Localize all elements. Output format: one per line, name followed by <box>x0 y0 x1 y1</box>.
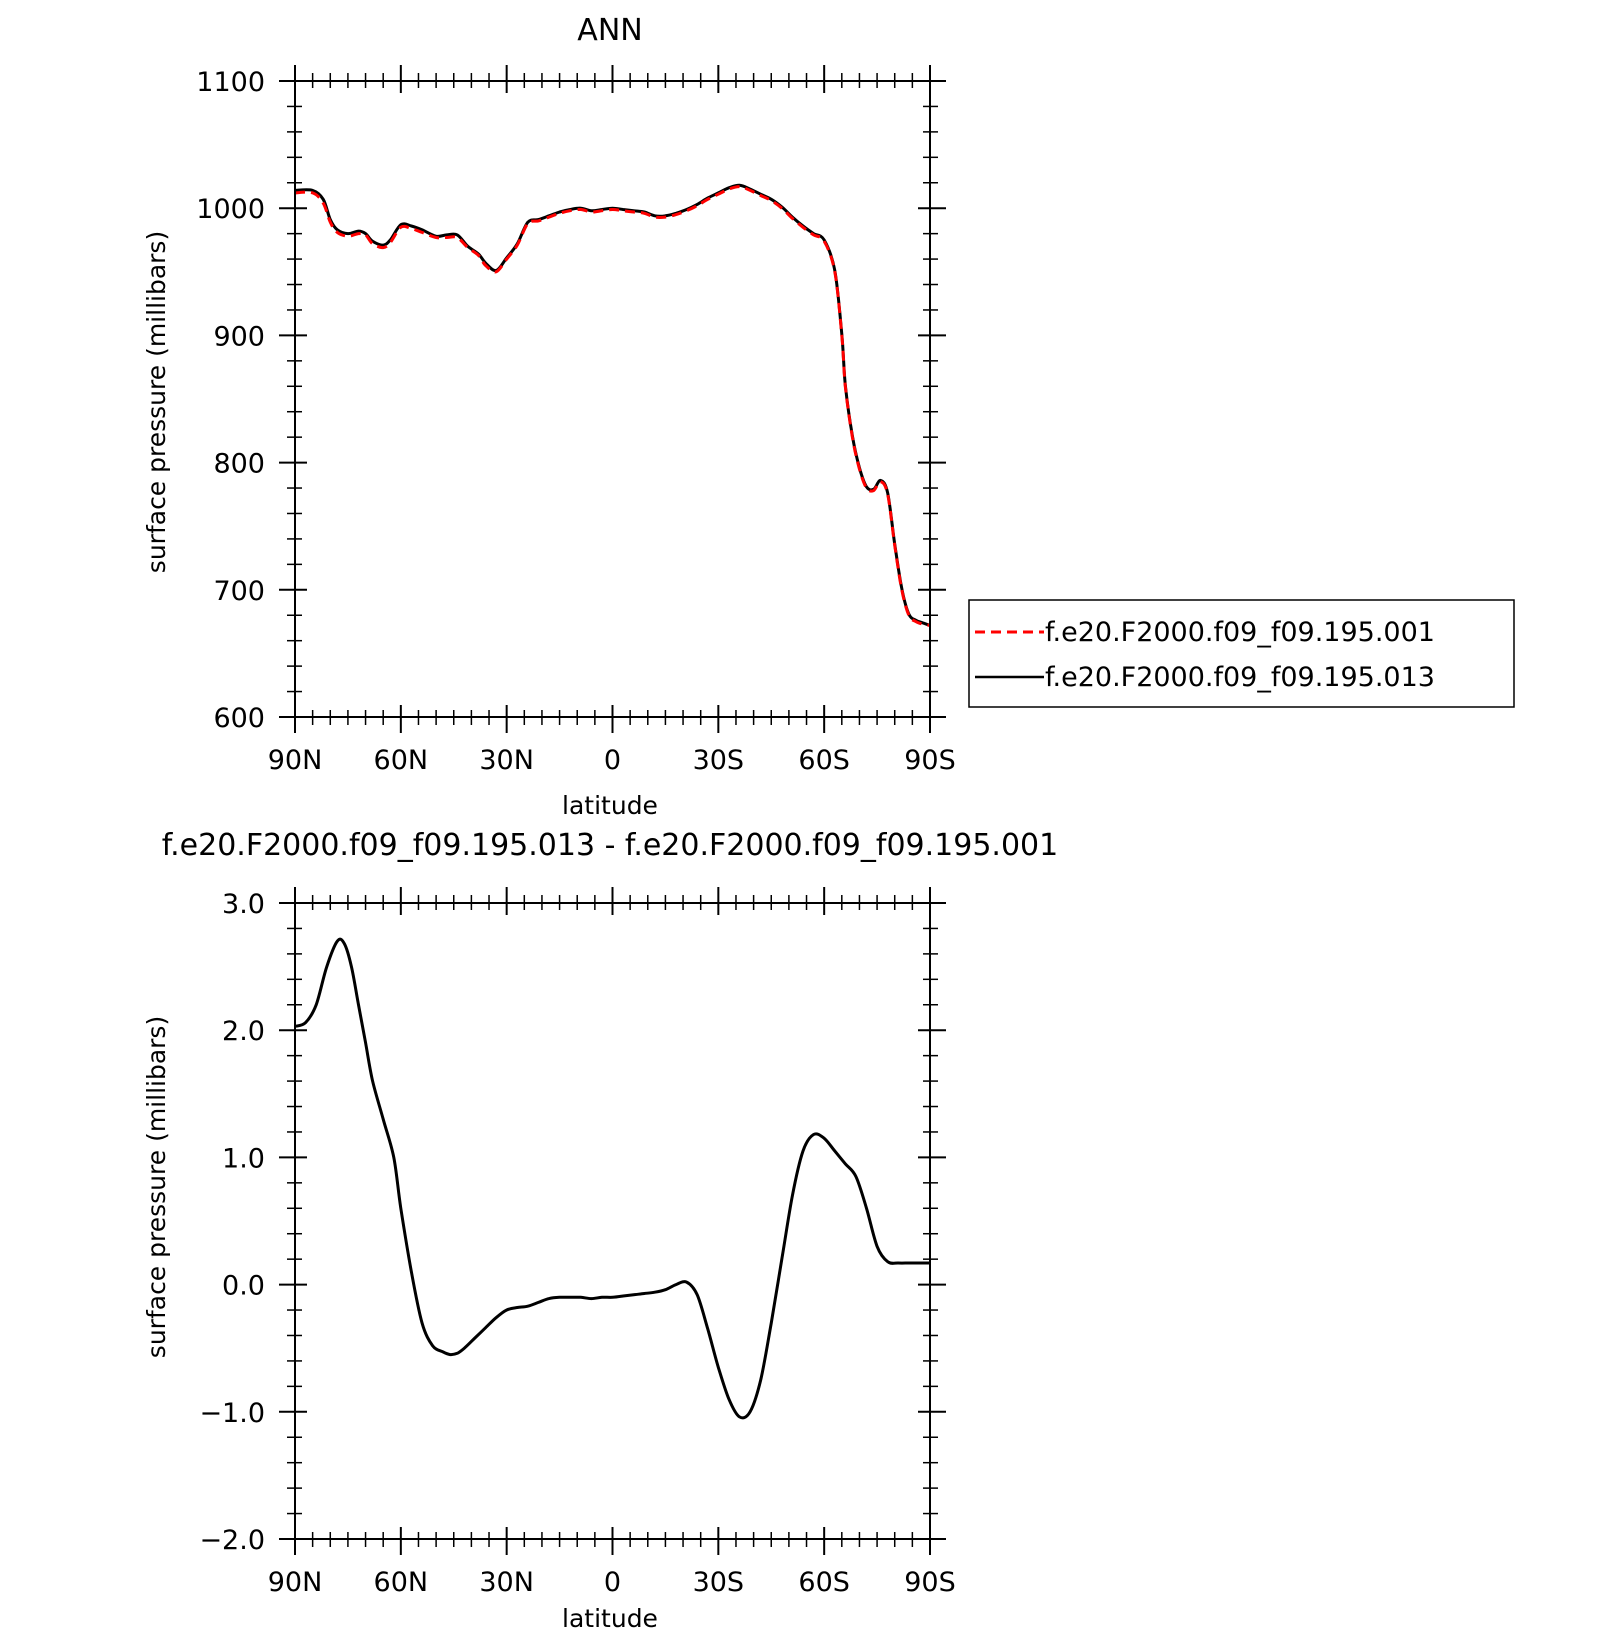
bottom-ytick-label: −2.0 <box>199 1525 265 1556</box>
bottom-ytick-label: 1.0 <box>222 1143 265 1174</box>
chart-bottom-series <box>294 937 930 1420</box>
top-series-line-2 <box>294 183 931 627</box>
top-series-line-1 <box>294 185 931 627</box>
top-xtick-label: 90S <box>904 745 956 776</box>
top-ytick-label: 600 <box>213 703 265 734</box>
top-ytick-label: 800 <box>213 449 265 480</box>
chart-bottom-xlabel: latitude <box>562 1604 658 1633</box>
chart-top-frame <box>294 80 931 718</box>
top-ytick-label: 1000 <box>196 194 265 225</box>
bottom-xtick-label: 90S <box>904 1567 956 1598</box>
bottom-xtick-label: 0 <box>604 1567 621 1598</box>
bottom-xtick-label: 90N <box>268 1567 323 1598</box>
top-xtick-label: 60S <box>798 745 850 776</box>
top-xtick-label: 60N <box>374 745 429 776</box>
chart-top-ylabel: surface pressure (millibars) <box>142 231 171 573</box>
legend: f.e20.F2000.f09_f09.195.001 f.e20.F2000.… <box>968 599 1515 708</box>
chart-bottom-title: f.e20.F2000.f09_f09.195.013 - f.e20.F200… <box>162 828 1058 863</box>
bottom-ytick-label: 0.0 <box>222 1271 265 1302</box>
chart-bottom-tick-labels: −2.0 −1.0 0.0 1.0 2.0 3.0 90N 60N 30N 0 30S 60S 90S <box>199 889 955 1598</box>
bottom-xtick-label: 60S <box>798 1567 850 1598</box>
bottom-series-line-1 <box>294 937 930 1420</box>
bottom-xtick-label: 30S <box>693 1567 745 1598</box>
top-xtick-label: 90N <box>268 745 323 776</box>
legend-label-series-1: f.e20.F2000.f09_f09.195.001 <box>1045 617 1435 648</box>
chart-bottom-frame <box>294 902 931 1540</box>
chart-top-xlabel: latitude <box>562 791 658 820</box>
bottom-xtick-label: 60N <box>374 1567 429 1598</box>
top-ytick-label: 1100 <box>196 67 265 98</box>
bottom-xtick-label: 30N <box>479 1567 534 1598</box>
chart-top-series <box>294 183 931 627</box>
legend-label-series-2: f.e20.F2000.f09_f09.195.013 <box>1045 662 1435 693</box>
chart-top-title: ANN <box>577 13 642 48</box>
bottom-ytick-label: 2.0 <box>222 1016 265 1047</box>
chart-bottom-ticks <box>279 887 946 1555</box>
bottom-ytick-label: −1.0 <box>199 1398 265 1429</box>
top-xtick-label: 30N <box>479 745 534 776</box>
chart-top: ANN surface pressure (millibars) latitud… <box>142 13 1515 820</box>
top-ytick-label: 900 <box>213 321 265 352</box>
top-xtick-label: 30S <box>693 745 745 776</box>
chart-bottom: f.e20.F2000.f09_f09.195.013 - f.e20.F200… <box>142 828 1058 1633</box>
legend-box <box>968 599 1515 708</box>
chart-top-tick-labels: 600 700 800 900 1000 1100 90N 60N 30N 0 30S 60S 90S <box>196 67 955 776</box>
top-xtick-label: 0 <box>604 745 621 776</box>
chart-bottom-ylabel: surface pressure (millibars) <box>142 1016 171 1358</box>
top-ytick-label: 700 <box>213 576 265 607</box>
bottom-ytick-label: 3.0 <box>222 889 265 920</box>
